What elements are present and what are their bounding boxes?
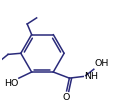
Text: O: O — [62, 93, 70, 102]
Text: NH: NH — [83, 72, 97, 81]
Text: OH: OH — [93, 59, 108, 68]
Text: HO: HO — [4, 79, 18, 88]
